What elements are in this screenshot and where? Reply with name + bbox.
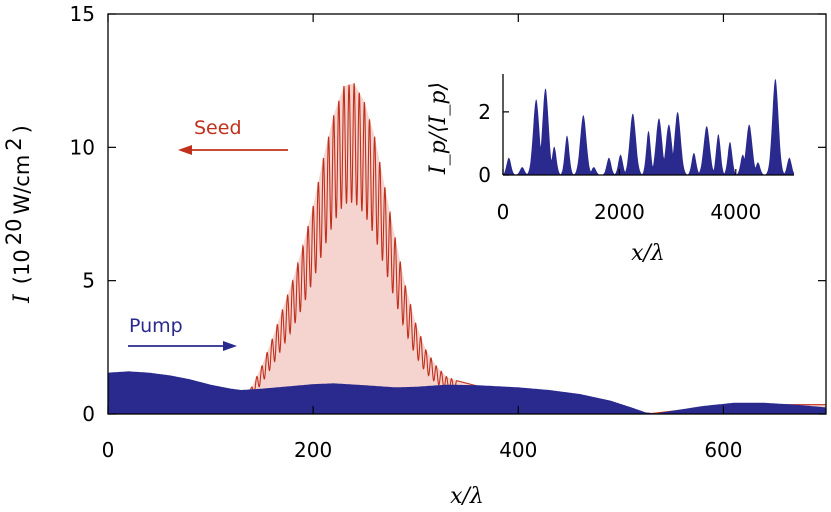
inset-y-tick-label: 2 (478, 100, 491, 124)
inset-x-tick-label: 4000 (710, 200, 761, 224)
inset-series (503, 78, 794, 175)
pump-label: Pump (129, 315, 183, 337)
x-tick-label: 600 (704, 438, 742, 462)
inset-plot: 0 2000 4000 0 2 x/λ I_p/⟨I_p⟩ (426, 74, 794, 266)
inset-x-tick-label: 2000 (594, 200, 645, 224)
inset-x-tick-label: 0 (497, 200, 510, 224)
y-tick-label: 10 (70, 135, 95, 159)
pump-fill (108, 371, 826, 414)
inset-y-axis-label: I_p/⟨I_p⟩ (426, 82, 451, 175)
inset-fill (503, 78, 794, 175)
y-axis-label-units-tail: W/cm (10, 155, 34, 215)
x-axis-label: x/λ (450, 484, 484, 509)
x-tick-label: 400 (499, 438, 537, 462)
y-axis-label: I (10 20 W/cm 2 ) (2, 125, 35, 304)
y-tick-label: 0 (82, 402, 95, 426)
inset-y-tick-label: 0 (478, 163, 491, 187)
inset-y-axis-label-text: I_p/⟨I_p⟩ (426, 82, 451, 175)
seed-annotation: Seed (178, 117, 288, 155)
seed-fill (236, 83, 826, 415)
seed-arrow-head (178, 145, 192, 155)
y-axis-label-exponent: 20 (2, 219, 26, 246)
inset-x-axis-label: x/λ (631, 241, 665, 266)
pump-annotation: Pump (128, 315, 237, 351)
y-axis-label-close: ) (10, 125, 34, 133)
seed-label: Seed (194, 117, 242, 139)
main-plot-frame (107, 13, 827, 415)
y-axis-label-units-exponent: 2 (2, 137, 26, 150)
seed-series (235, 83, 826, 415)
x-tick-label: 0 (102, 438, 115, 462)
y-axis-label-units: (10 (10, 249, 34, 284)
x-tick-label: 200 (294, 438, 332, 462)
pump-series (108, 371, 826, 414)
inset-ticks: 0 2000 4000 0 2 (478, 100, 761, 224)
y-tick-label: 5 (82, 269, 95, 293)
pump-arrow-head (223, 341, 237, 351)
y-axis-label-symbol: I (10, 293, 35, 304)
y-tick-label: 15 (70, 2, 95, 26)
